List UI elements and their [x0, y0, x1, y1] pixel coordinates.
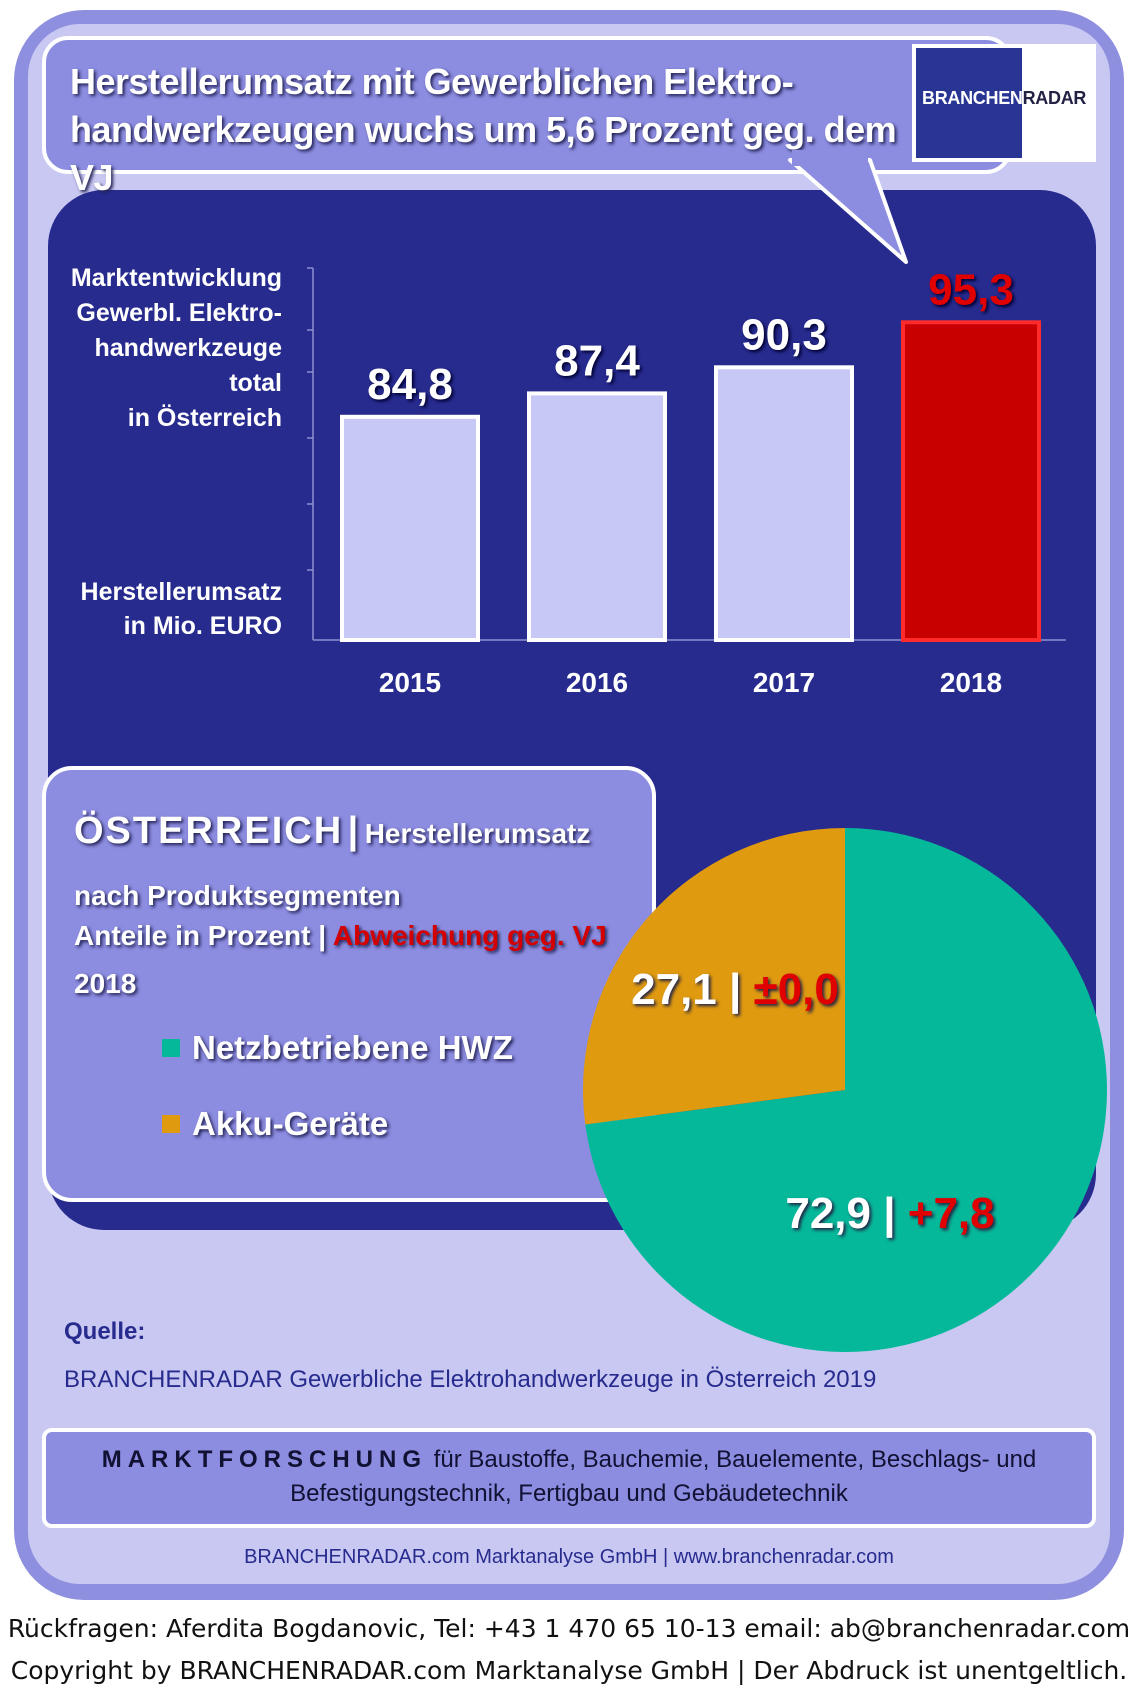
axis-description-line: total — [229, 369, 282, 397]
deviation-label: Abweichung geg. VJ — [332, 920, 607, 951]
title-line-1: Herstellerumsatz mit Gewerblichen Elektr… — [70, 61, 794, 102]
page-title: Herstellerumsatz mit Gewerblichen Elektr… — [70, 58, 910, 202]
pie-label-change: +7,8 — [908, 1189, 995, 1238]
pie-label-value: 27,1 — [631, 965, 729, 1014]
legend-swatch-netz — [162, 1039, 180, 1057]
callout-pointer-joint — [792, 150, 868, 166]
logo-text: BRANCHENRADAR — [922, 88, 1086, 109]
heading-separator: | — [347, 810, 361, 852]
bar-value-label: 87,4 — [554, 336, 640, 385]
marktforschung-line-2: Befestigungstechnik, Fertigbau und Gebäu… — [290, 1480, 848, 1507]
axis-description-line: in Österreich — [128, 403, 282, 432]
pie-subheading: nach Produktsegmenten — [74, 880, 401, 911]
axis-unit-line: Herstellerumsatz — [81, 578, 282, 606]
axis-unit-line: in Mio. EURO — [124, 612, 282, 640]
pie-label-separator: | — [729, 965, 754, 1015]
legend-swatch-akku — [162, 1115, 180, 1133]
pie-units-line: Anteile in Prozent | Abweichung geg. VJ — [74, 920, 607, 952]
pie-label-separator: | — [883, 1189, 908, 1239]
bar-value-label: 90,3 — [741, 310, 827, 359]
footer-copyright: Copyright by BRANCHENRADAR.com Marktanal… — [10, 1656, 1128, 1685]
country-label: ÖSTERREICH — [74, 810, 344, 852]
pie-label: 72,9 | +7,8 — [785, 1189, 994, 1239]
bar-category-label: 2017 — [753, 667, 815, 698]
logo-part-1: BRANCHEN — [922, 88, 1023, 108]
axis-description-line: Marktentwicklung — [71, 264, 282, 292]
bar-category-label: 2015 — [379, 667, 441, 698]
marktforschung-strong: MARKTFORSCHUNG — [101, 1446, 428, 1473]
bar-2017 — [714, 365, 854, 642]
bar-category-label: 2018 — [940, 667, 1002, 698]
units-label: Anteile in Prozent | — [74, 920, 327, 951]
source-heading: Quelle: — [64, 1318, 146, 1345]
pie-label: 27,1 | ±0,0 — [631, 965, 839, 1015]
logo-part-2: RADAR — [1022, 88, 1087, 108]
legend-item-netz: Netzbetriebene HWZ — [162, 1028, 513, 1068]
legend-label-akku: Akku-Geräte — [192, 1105, 389, 1142]
pie-slice-akku — [583, 828, 845, 1125]
bar-value-label: 95,3 — [928, 265, 1014, 314]
title-line-2: handwerkzeugen wuchs um 5,6 Prozent geg.… — [70, 109, 897, 198]
heading-rest: Herstellerumsatz — [364, 818, 591, 849]
bar-value-label: 84,8 — [367, 360, 453, 409]
axis-description-line: handwerkzeuge — [94, 334, 282, 362]
pie-info-box: ÖSTERREICH | Herstellerumsatz nach Produ… — [42, 766, 656, 1202]
bar-2018 — [901, 320, 1041, 642]
marktforschung-rest: für Baustoffe, Bauchemie, Bauelemente, B… — [427, 1446, 1037, 1473]
bar-category-label: 2016 — [566, 667, 628, 698]
pie-label-change: ±0,0 — [754, 965, 839, 1014]
pie-label-value: 72,9 — [785, 1189, 883, 1238]
legend-label-netz: Netzbetriebene HWZ — [192, 1029, 513, 1066]
marktforschung-box: MARKTFORSCHUNG für Baustoffe, Bauchemie,… — [42, 1428, 1096, 1528]
branchenradar-logo: BRANCHENRADAR — [912, 44, 1096, 162]
company-line: BRANCHENRADAR.com Marktanalyse GmbH | ww… — [244, 1546, 894, 1568]
pie-heading: ÖSTERREICH | Herstellerumsatz — [74, 810, 590, 853]
bar-2016 — [527, 391, 667, 642]
axis-description-line: Gewerbl. Elektro- — [76, 299, 282, 327]
source-text: BRANCHENRADAR Gewerbliche Elektrohandwer… — [64, 1366, 877, 1393]
logo-background — [916, 48, 1022, 158]
footer-contact: Rückfragen: Aferdita Bogdanovic, Tel: +4… — [7, 1614, 1131, 1643]
legend-item-akku: Akku-Geräte — [162, 1104, 388, 1144]
pie-slice-netz — [585, 828, 1107, 1352]
bar-2015 — [340, 414, 480, 642]
pie-year: 2018 — [74, 968, 137, 999]
marktforschung-line-1: MARKTFORSCHUNG für Baustoffe, Bauchemie,… — [46, 1446, 1092, 1474]
